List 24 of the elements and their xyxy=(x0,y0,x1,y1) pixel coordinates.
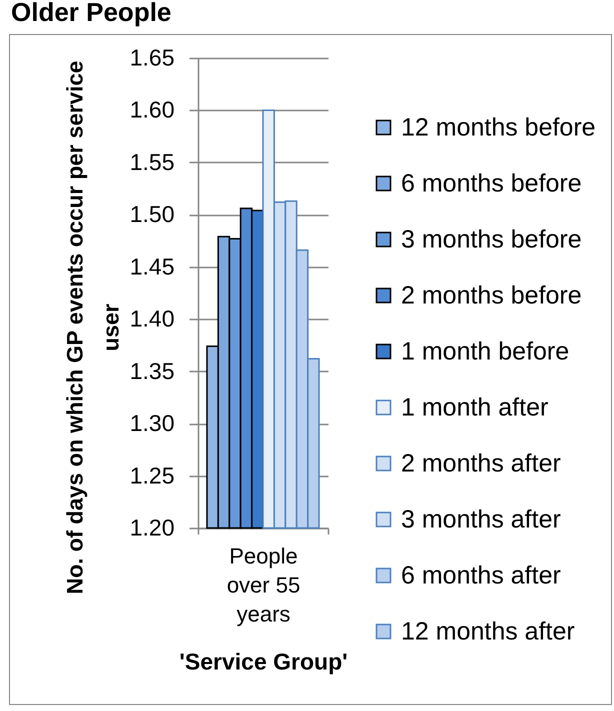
y-tick-label: 1.20 xyxy=(130,514,174,540)
legend-label: 1 month after xyxy=(401,394,548,422)
y-tick-label: 1.35 xyxy=(130,358,174,384)
legend-label: 12 months after xyxy=(401,618,575,646)
legend-label: 12 months before xyxy=(401,114,596,142)
legend-label: 2 months after xyxy=(401,450,561,478)
legend-label: 3 months after xyxy=(401,506,561,534)
legend-label: 6 months after xyxy=(401,562,561,590)
y-tick-label: 1.45 xyxy=(130,253,174,280)
y-tick-label: 1.40 xyxy=(130,306,174,332)
legend-label: 1 month before xyxy=(401,338,570,366)
x-tick-label: People over 55 years xyxy=(226,544,300,626)
y-axis-title: No. of days on which GP events occur per service user xyxy=(62,60,124,594)
legend-label: 2 months before xyxy=(401,282,582,310)
y-tick-label: 1.65 xyxy=(130,44,174,70)
legend-label: 3 months before xyxy=(401,226,582,254)
y-tick-label: 1.55 xyxy=(130,148,174,175)
y-tick-label: 1.25 xyxy=(130,462,174,488)
y-tick-label: 1.50 xyxy=(130,201,174,228)
chart-title: Older People xyxy=(11,0,172,27)
legend-label: 6 months before xyxy=(401,170,582,198)
x-axis-title: 'Service Group' xyxy=(179,648,348,674)
y-tick-label: 1.30 xyxy=(130,410,174,436)
y-tick-label: 1.60 xyxy=(130,96,174,123)
